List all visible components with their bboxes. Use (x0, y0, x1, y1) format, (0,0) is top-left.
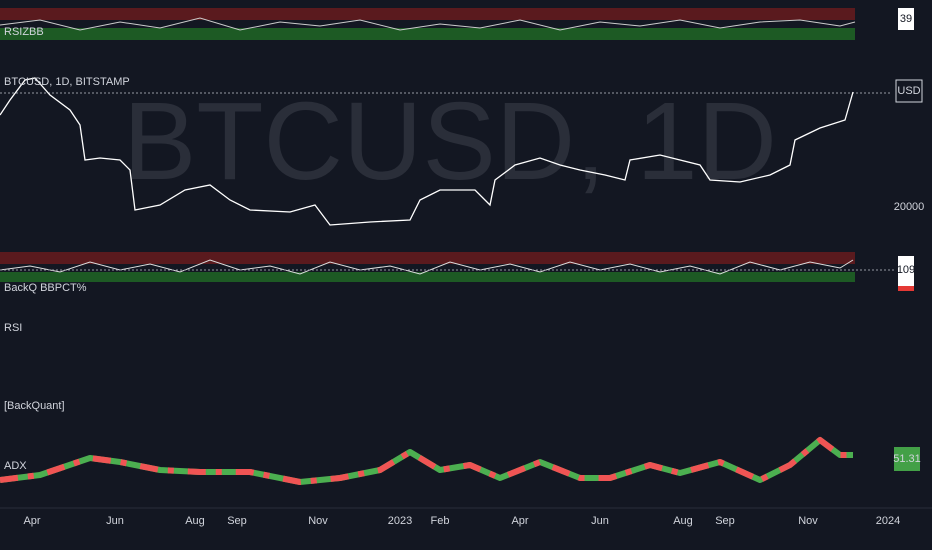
pane-label: [BackQuant] (4, 400, 65, 412)
time-label: Sep (227, 515, 247, 527)
badge-accent (898, 286, 914, 291)
pane-label: RSIZBB (4, 26, 44, 38)
value-badge (898, 8, 914, 30)
axis-label: USD (897, 85, 920, 97)
time-label: Jun (106, 515, 124, 527)
value-badge (898, 256, 914, 286)
time-axis: Apr Jun Aug Sep Nov 2023 Feb Apr Jun Aug Sep Nov 202… (23, 515, 900, 527)
value-badge (894, 447, 920, 471)
time-label: Aug (185, 515, 205, 527)
value-badge-text: 109 (897, 264, 915, 276)
bbpct-line (0, 259, 854, 275)
time-label: Sep (715, 515, 735, 527)
watermark: BTCUSD, 1D (123, 80, 777, 203)
time-label: Nov (308, 515, 328, 527)
time-label: Nov (798, 515, 818, 527)
time-label: Jun (591, 515, 609, 527)
upper-band (0, 8, 855, 20)
axis-label: 20000 (894, 201, 925, 213)
pane-label: ADX (4, 460, 27, 472)
pane-label: RSI (4, 322, 22, 334)
time-label: Apr (511, 515, 528, 527)
time-label: 2024 (876, 515, 900, 527)
adx-line-overlay (0, 437, 853, 485)
upper-band (0, 252, 855, 264)
pane-label: BTCUSD, 1D, BITSTAMP (4, 76, 130, 88)
time-label: Feb (431, 515, 450, 527)
oscillator-line (0, 17, 856, 31)
lower-band (0, 272, 855, 282)
axis-badge (895, 79, 923, 103)
price-line (0, 77, 854, 226)
pane-label: BackQ BBPCT% (4, 282, 87, 294)
value-badge-text: 39 (900, 13, 912, 25)
time-label: 2023 (388, 515, 412, 527)
value-badge-text: 51.31 (893, 453, 921, 465)
time-label: Apr (23, 515, 40, 527)
lower-band (0, 28, 855, 40)
time-label: Aug (673, 515, 693, 527)
